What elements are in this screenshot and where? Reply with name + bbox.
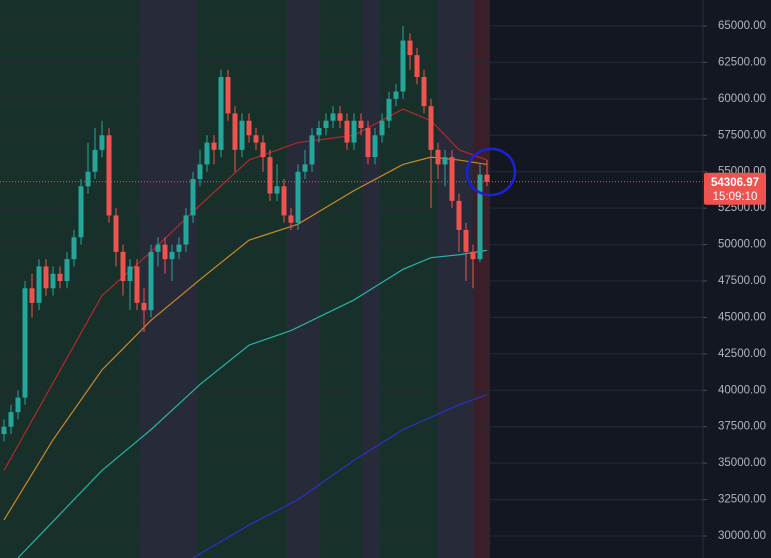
candle-body (176, 244, 182, 252)
candle-body (1, 426, 7, 434)
candle-body (113, 215, 119, 252)
candle-body (470, 251, 476, 260)
candle-body (442, 157, 448, 165)
candle-body (29, 288, 35, 303)
candle-body (246, 120, 252, 136)
candle-body (372, 135, 378, 158)
candle-body (393, 91, 399, 99)
candle-body (197, 164, 203, 179)
candle-body (218, 76, 224, 150)
y-tick-label: 42500.00 (718, 348, 766, 360)
candle-body (64, 259, 70, 281)
candle-body (225, 76, 231, 114)
candle-body (365, 127, 371, 158)
candle-body (43, 266, 49, 289)
y-tick-label: 37500.00 (718, 421, 766, 433)
price-tag-value: 54306.97 (711, 177, 759, 189)
candle-body (148, 251, 154, 311)
candle-body (267, 157, 273, 194)
y-tick-label: 60000.00 (718, 93, 766, 105)
y-tick-label: 50000.00 (718, 239, 766, 251)
plot (0, 25, 703, 558)
candle-body (302, 164, 308, 172)
y-tick-label: 32500.00 (718, 494, 766, 506)
candle-body (379, 120, 385, 136)
candle-body (407, 40, 413, 56)
candle-body (260, 142, 266, 158)
candle-body (351, 120, 357, 143)
candle-body (386, 98, 392, 121)
candle-body (36, 266, 42, 303)
candle-body (281, 186, 287, 216)
candle-body (106, 135, 112, 216)
candle-body (330, 113, 336, 121)
price-tag-countdown: 15:09:10 (713, 191, 758, 203)
candle-body (323, 120, 329, 128)
y-tick-label: 62500.00 (718, 56, 766, 68)
candle-body (162, 244, 168, 260)
candle-body (428, 106, 434, 150)
candle-body (337, 113, 343, 121)
candle-body (344, 120, 350, 143)
candle-body (8, 412, 14, 427)
candle-body (232, 113, 238, 150)
moving-average (192, 394, 488, 558)
candle-body (253, 135, 259, 143)
moving-average (17, 249, 488, 558)
candle-body (204, 142, 210, 165)
candle-body (309, 135, 315, 165)
candle-body (484, 174, 490, 182)
candle-body (477, 174, 483, 260)
candle-body (78, 186, 84, 238)
candle-body (463, 229, 469, 252)
y-tick-label: 47500.00 (718, 275, 766, 287)
candle-body (22, 288, 28, 398)
candle-body (358, 120, 364, 128)
y-tick-label: 40000.00 (718, 384, 766, 396)
candle-body (57, 273, 63, 281)
candle-body (274, 186, 280, 194)
candle-body (414, 55, 420, 77)
y-tick-label: 35000.00 (718, 457, 766, 469)
session-bands (0, 0, 490, 558)
candle-body (435, 149, 441, 165)
candle-body (127, 266, 133, 281)
candle-body (71, 237, 77, 260)
candle-body (169, 251, 175, 260)
candle-body (295, 171, 301, 223)
candle-body (449, 157, 455, 201)
candle-body (15, 397, 21, 413)
candle-body (120, 251, 126, 281)
candle-body (190, 178, 196, 216)
candle-body (50, 273, 56, 289)
candle-body (183, 215, 189, 245)
price-tag (704, 172, 766, 205)
candle-body (421, 76, 427, 107)
annotation-circle (465, 147, 517, 197)
y-tick-label: 57500.00 (718, 129, 766, 141)
y-tick-label: 65000.00 (718, 20, 766, 32)
candle-body (155, 244, 161, 252)
candle-body (99, 135, 105, 150)
candle-body (141, 302, 147, 311)
candle-body (211, 142, 217, 150)
candle-body (316, 127, 322, 136)
y-tick-label: 30000.00 (718, 530, 766, 542)
candle-body (239, 120, 245, 150)
price-axis: 30000.00 32500.00 35000.00 37500.00 40000.00… (703, 20, 766, 542)
candle-body (134, 266, 140, 303)
candle-body (92, 149, 98, 172)
candle-body (85, 171, 91, 187)
y-tick-label: 52500.00 (718, 202, 766, 214)
y-tick-label: 45000.00 (718, 311, 766, 323)
candle-body (288, 215, 294, 223)
moving-average (3, 108, 488, 471)
candle-body (456, 200, 462, 230)
candle-body (400, 40, 406, 92)
